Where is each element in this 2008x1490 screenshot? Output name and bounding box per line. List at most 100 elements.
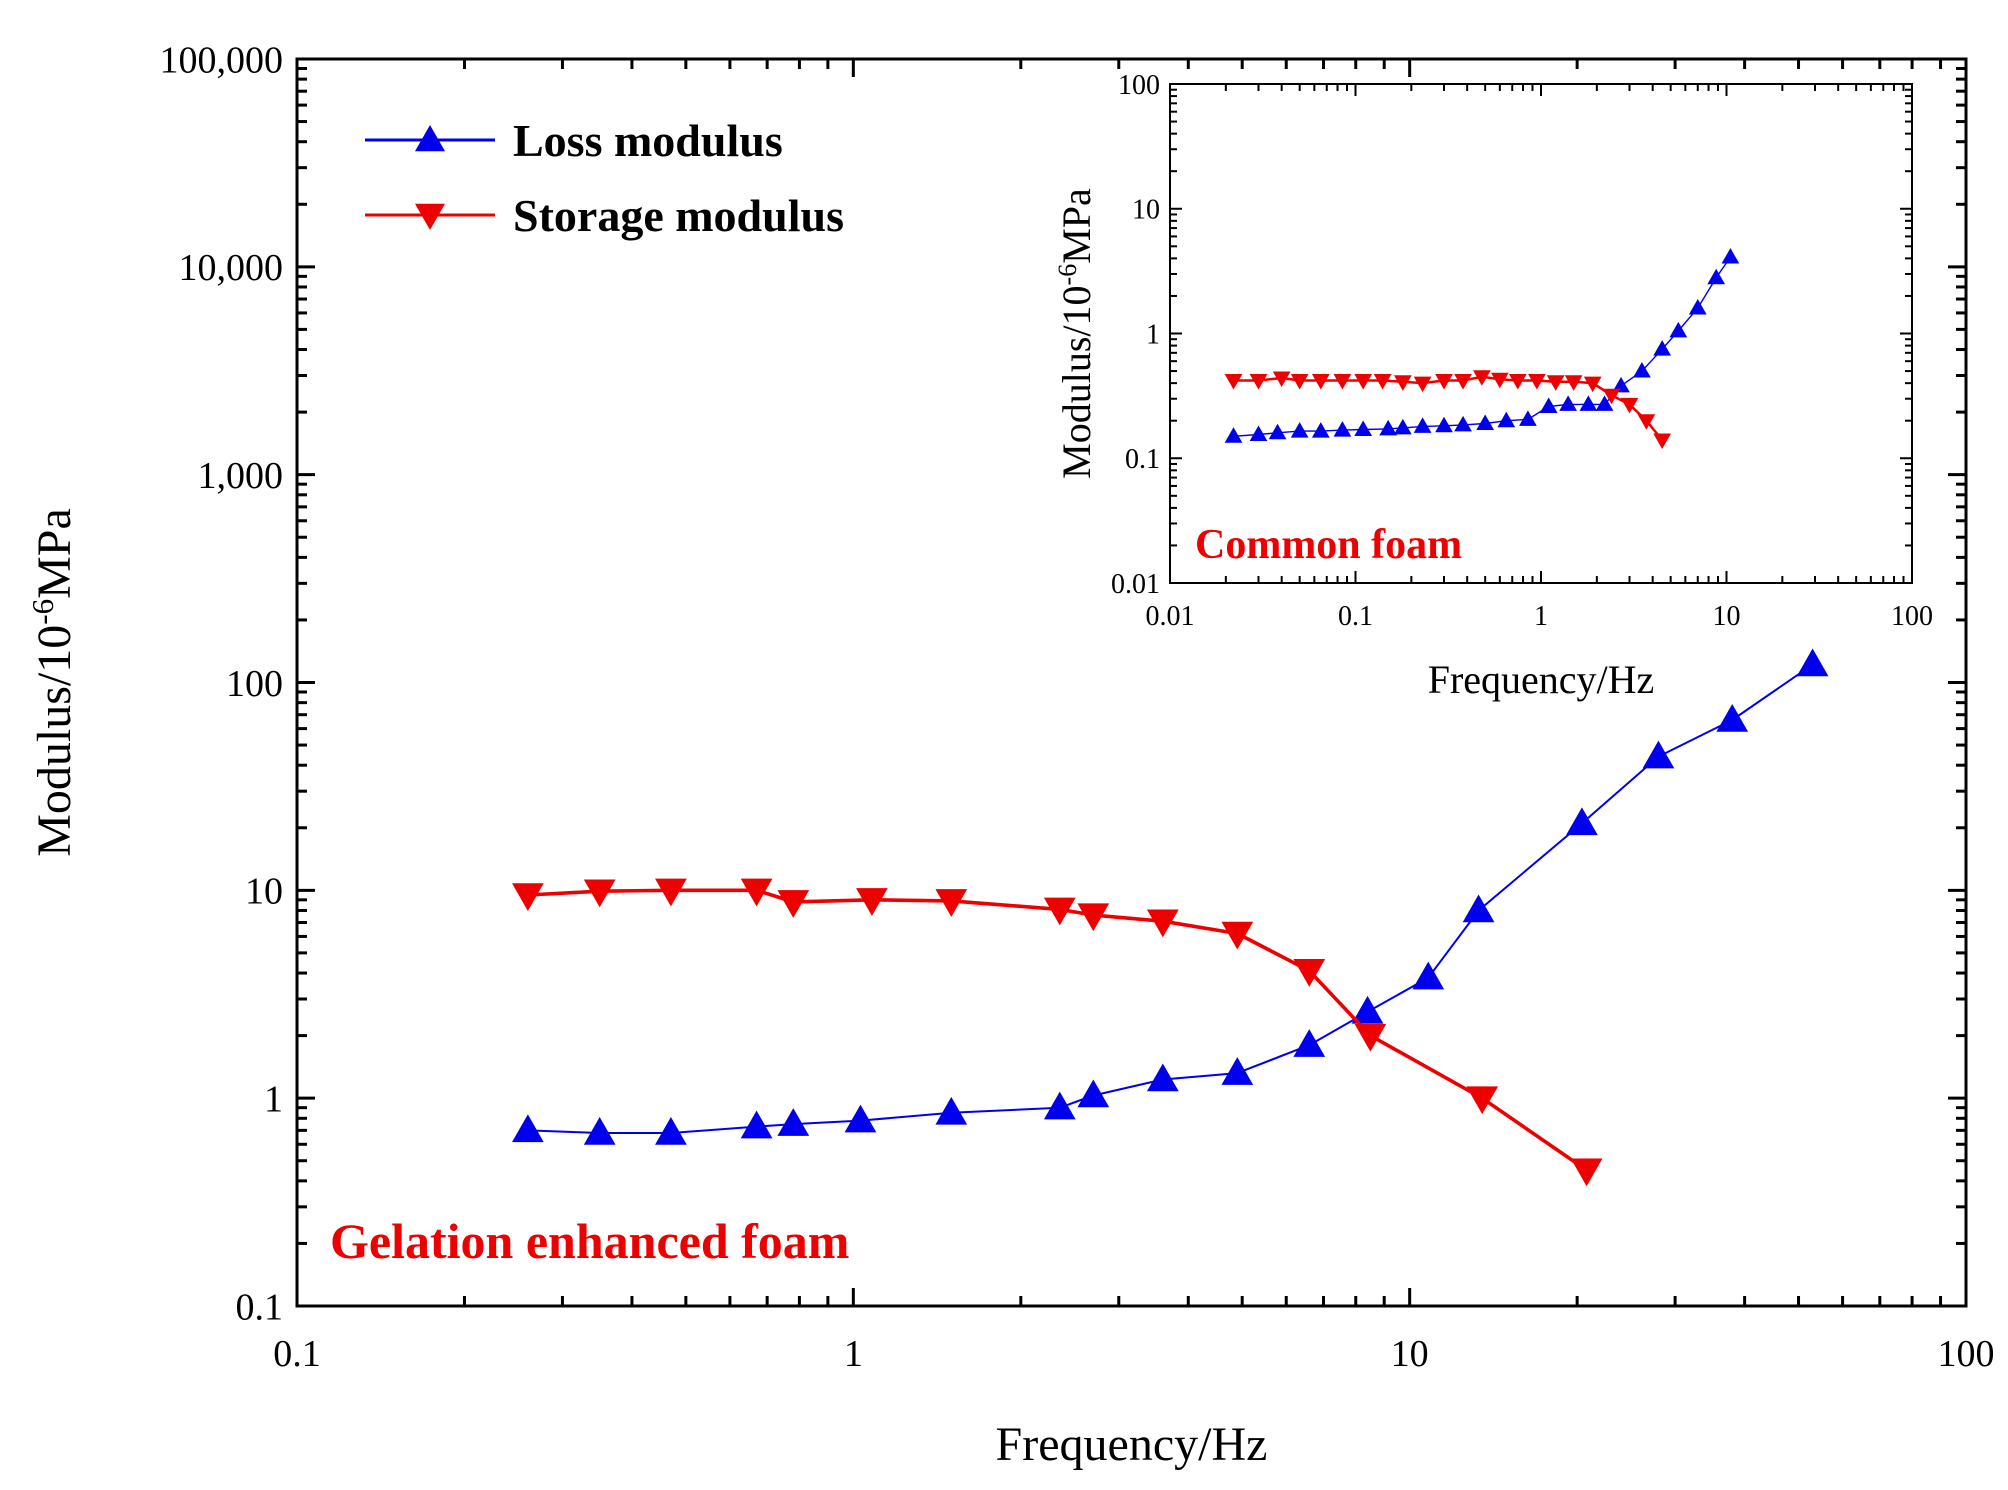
main-plot-group: 0.1 1 10 100 0.1 1 10 100 1,000 10,000 100,000 Freq… — [25, 39, 1995, 1471]
inset-storage-point — [1413, 376, 1432, 393]
inset-loss-point — [1435, 416, 1453, 433]
main-y-tick-label: 100,000 — [160, 39, 284, 81]
inset-loss-point — [1539, 397, 1558, 413]
inset-storage-point — [1290, 373, 1309, 390]
legend-loss-label: Loss modulus — [513, 115, 783, 166]
inset-x-axis-label: Frequency/Hz — [1428, 657, 1655, 702]
main-ticks — [295, 57, 1968, 1308]
inset-loss-point — [1268, 423, 1287, 440]
main-storage-line — [527, 888, 1588, 1172]
main-loss-point — [1566, 807, 1598, 836]
inset-loss-point — [1707, 268, 1726, 285]
inset-series-loss — [1224, 248, 1740, 443]
inset-plot-group: 0.01 0.1 1 10 100 0.01 0.1 1 10 100 Frequency/Hz Mo… — [1053, 70, 1934, 702]
main-plot-frame — [295, 57, 1968, 1308]
inset-storage-point — [1473, 370, 1491, 386]
inset-x-tick-label: 10 — [1713, 601, 1741, 632]
main-loss-point — [1293, 1029, 1326, 1057]
main-storage-point — [740, 878, 773, 907]
inset-loss-point — [1354, 420, 1373, 437]
main-x-tick-label: 0.1 — [273, 1333, 321, 1375]
inset-loss-point — [1476, 414, 1495, 430]
inset-y-tick-label: 0.1 — [1125, 444, 1160, 475]
inset-y-tick-label: 10 — [1132, 195, 1160, 226]
inset-loss-point — [1669, 321, 1688, 338]
inset-storage-point — [1333, 373, 1352, 390]
main-loss-point — [1796, 648, 1829, 677]
main-x-tick-label: 10 — [1391, 1333, 1429, 1375]
inset-storage-point — [1508, 373, 1527, 390]
inset-loss-point — [1224, 427, 1243, 443]
inset-loss-line — [1233, 256, 1731, 437]
main-loss-point — [1716, 703, 1749, 732]
main-storage-point — [1077, 903, 1110, 932]
inset-loss-point — [1333, 421, 1352, 437]
inset-loss-point — [1413, 417, 1432, 433]
inset-storage-point — [1354, 373, 1373, 390]
inset-loss-point — [1290, 422, 1309, 438]
main-y-tick-label: 10,000 — [179, 247, 284, 289]
inset-storage-point — [1490, 372, 1509, 389]
inset-storage-point — [1454, 373, 1472, 390]
inset-loss-point — [1595, 395, 1614, 411]
inset-storage-point — [1620, 397, 1639, 414]
main-y-tick-label: 10 — [245, 871, 283, 913]
inset-storage-point — [1373, 373, 1392, 390]
inset-loss-point — [1454, 415, 1472, 432]
inset-x-tick-label: 1 — [1534, 601, 1548, 632]
main-loss-point — [1462, 894, 1495, 923]
main-x-tick-label: 1 — [844, 1333, 863, 1375]
main-loss-point — [740, 1110, 773, 1139]
inset-loss-point — [1688, 299, 1707, 315]
main-storage-point — [1293, 959, 1326, 987]
main-y-axis-label: Modulus/10-6MPa — [25, 508, 82, 857]
inset-storage-point — [1224, 373, 1243, 390]
main-loss-point — [1221, 1057, 1254, 1085]
main-annotation: Gelation enhanced foam — [330, 1213, 849, 1269]
main-loss-point — [844, 1104, 877, 1133]
main-y-tick-label: 100 — [226, 663, 283, 705]
main-loss-point — [1412, 961, 1445, 990]
inset-storage-point — [1602, 388, 1621, 405]
main-loss-line — [527, 663, 1814, 1134]
inset-y-tick-label: 100 — [1118, 70, 1160, 101]
inset-y-tick-label: 1 — [1146, 319, 1160, 350]
inset-loss-point — [1559, 395, 1577, 411]
main-storage-point — [1146, 909, 1179, 938]
main-storage-point — [856, 888, 888, 916]
main-loss-point — [1146, 1063, 1179, 1092]
main-loss-point — [655, 1116, 687, 1145]
inset-loss-point — [1311, 422, 1330, 438]
main-storage-point — [777, 890, 810, 918]
legend-storage-label: Storage modulus — [513, 190, 844, 241]
inset-storage-point — [1249, 373, 1268, 390]
inset-plot-frame — [1169, 83, 1913, 584]
inset-storage-point — [1393, 375, 1412, 391]
main-storage-point — [935, 889, 968, 917]
main-storage-point — [1221, 921, 1254, 950]
main-x-tick-label: 100 — [1938, 1333, 1995, 1375]
main-loss-point — [583, 1116, 616, 1145]
inset-x-tick-label: 100 — [1891, 601, 1933, 632]
inset-loss-point — [1612, 376, 1630, 393]
inset-annotation: Common foam — [1195, 522, 1462, 568]
inset-loss-point — [1633, 362, 1651, 378]
inset-loss-point — [1393, 418, 1412, 435]
inset-storage-point — [1311, 373, 1330, 390]
inset-storage-point — [1272, 371, 1291, 387]
inset-storage-point — [1564, 375, 1583, 391]
main-y-tick-label: 1 — [264, 1078, 283, 1120]
inset-x-tick-label: 0.1 — [1338, 601, 1373, 632]
main-storage-point — [583, 879, 616, 908]
inset-y-axis-label: Modulus/10-6MPa — [1053, 188, 1100, 479]
main-loss-point — [1043, 1091, 1076, 1120]
main-series-loss — [512, 648, 1829, 1145]
legend-storage-marker — [415, 203, 445, 230]
main-loss-point — [935, 1096, 968, 1125]
main-loss-point — [512, 1114, 544, 1143]
inset-loss-point — [1519, 410, 1537, 426]
inset-storage-point — [1435, 373, 1453, 390]
main-loss-point — [1351, 995, 1384, 1024]
inset-ticks — [1169, 83, 1913, 584]
